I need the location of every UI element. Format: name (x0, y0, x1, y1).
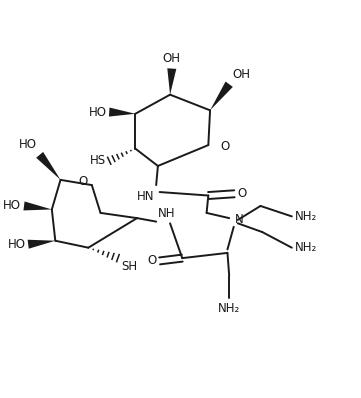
Text: O: O (148, 254, 157, 267)
Text: HO: HO (89, 105, 107, 119)
Text: HN: HN (137, 190, 155, 203)
Text: NH₂: NH₂ (295, 210, 318, 223)
Text: SH: SH (121, 260, 138, 273)
Text: O: O (221, 140, 230, 153)
Polygon shape (210, 82, 233, 110)
Polygon shape (109, 107, 135, 117)
Text: O: O (237, 187, 247, 200)
Text: O: O (78, 175, 88, 188)
Text: N: N (235, 213, 244, 226)
Polygon shape (36, 152, 61, 180)
Text: HO: HO (3, 199, 21, 213)
Text: OH: OH (163, 52, 181, 65)
Text: HO: HO (7, 238, 25, 251)
Text: NH: NH (158, 207, 175, 220)
Text: HO: HO (19, 139, 37, 151)
Polygon shape (27, 240, 55, 249)
Text: OH: OH (233, 68, 251, 82)
Polygon shape (167, 68, 176, 95)
Text: NH₂: NH₂ (218, 302, 240, 315)
Text: NH₂: NH₂ (295, 241, 318, 254)
Text: HS: HS (90, 154, 106, 167)
Polygon shape (23, 201, 52, 211)
